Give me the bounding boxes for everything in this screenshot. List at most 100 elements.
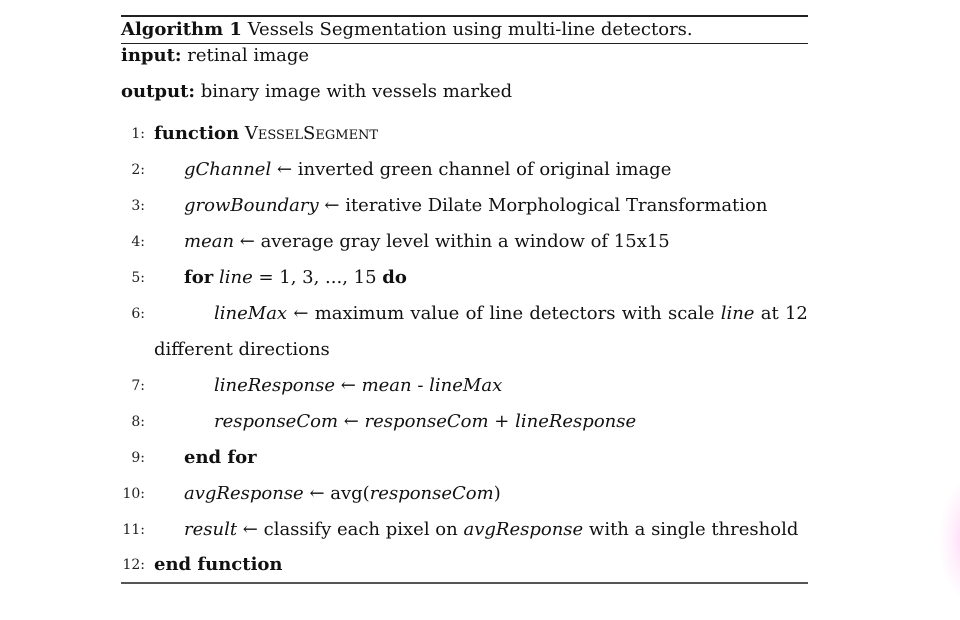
variable: mean <box>184 231 235 252</box>
algo-line-2: 2: gChannel ← inverted green channel of … <box>121 152 808 188</box>
function-name: VesselSegment <box>244 123 379 144</box>
variable: line <box>218 267 253 288</box>
statement-text: with a single threshold <box>583 519 799 540</box>
output-keyword: output: <box>121 81 196 102</box>
continuation-text: different directions <box>154 339 330 360</box>
line-content: function VesselSegment <box>154 116 378 152</box>
word: maximum <box>314 303 405 324</box>
for-keyword: for <box>184 267 214 288</box>
variable: lineMax <box>429 375 503 396</box>
line-content: lineMax ← maximum value of line detector… <box>214 296 808 332</box>
input-keyword: input: <box>121 45 182 66</box>
statement-text: classify each pixel on <box>263 519 464 540</box>
line-content: responseCom ← responseCom + lineResponse <box>214 404 636 440</box>
output-line: output: binary image with vessels marked <box>121 80 808 116</box>
algo-line-5: 5: for line = 1, 3, ..., 15 do <box>121 260 808 296</box>
end-function-keyword: end function <box>154 554 283 575</box>
algo-line-1: 1: function VesselSegment <box>121 116 808 152</box>
variable: growBoundary <box>184 195 319 216</box>
line-number: 3: <box>131 198 145 214</box>
line-number: 6: <box>131 306 145 322</box>
variable: line <box>720 303 755 324</box>
variable: responseCom <box>214 411 339 432</box>
line-number: 4: <box>131 234 145 250</box>
assign-arrow: ← <box>237 519 264 540</box>
line-content: mean ← average gray level within a windo… <box>184 224 670 260</box>
line-number: 1: <box>131 126 145 142</box>
word: 12 <box>784 303 808 324</box>
variable: mean <box>361 375 412 396</box>
statement-text: inverted green channel of original image <box>297 159 672 180</box>
assign-arrow: ← <box>271 159 298 180</box>
algo-line-11: 11: result ← classify each pixel on avgR… <box>121 512 808 548</box>
line-number: 11: <box>122 522 145 538</box>
variable: responseCom <box>369 483 494 504</box>
line-content: lineResponse ← mean - lineMax <box>214 368 502 404</box>
line-number: 5: <box>131 270 145 286</box>
do-keyword: do <box>382 267 407 288</box>
line-content: for line = 1, 3, ..., 15 do <box>184 260 407 296</box>
line-content: gChannel ← inverted green channel of ori… <box>184 152 671 188</box>
assign-arrow: ← <box>234 231 261 252</box>
variable: lineMax <box>214 303 288 324</box>
algorithm-title: Vessels Segmentation using multi-line de… <box>247 19 693 40</box>
algo-line-9: 9: end for <box>121 440 808 476</box>
algo-line-3: 3: growBoundary ← iterative Dilate Morph… <box>121 188 808 224</box>
algorithm-block: Algorithm 1 Vessels Segmentation using m… <box>121 15 808 584</box>
algo-line-10: 10: avgResponse ← avg(responseCom) <box>121 476 808 512</box>
word: with <box>621 303 662 324</box>
word: scale <box>667 303 715 324</box>
variable: gChannel <box>184 159 272 180</box>
line-content: avgResponse ← avg(responseCom) <box>184 476 501 512</box>
algorithm-caption: Algorithm 1 Vessels Segmentation using m… <box>121 17 808 43</box>
operator: - <box>411 375 430 396</box>
word: line <box>489 303 524 324</box>
algo-line-7: 7: lineResponse ← mean - lineMax <box>121 368 808 404</box>
line-content: result ← classify each pixel on avgRespo… <box>184 512 798 548</box>
line-number: 9: <box>131 450 145 466</box>
variable: lineResponse <box>515 411 637 432</box>
assign-arrow: ← <box>338 411 365 432</box>
statement-text: iterative Dilate Morphological Transform… <box>345 195 768 216</box>
bottom-rule <box>121 582 808 584</box>
assign-arrow: ← <box>335 375 362 396</box>
variable: avgResponse <box>184 483 304 504</box>
edge-glow <box>940 480 960 600</box>
assign-arrow: ← <box>318 195 346 216</box>
line-number: 12: <box>122 557 145 573</box>
word: detectors <box>529 303 616 324</box>
justified-words: lineMax ← maximum value of line detector… <box>214 296 808 332</box>
variable: responseCom <box>364 411 489 432</box>
end-for-keyword: end for <box>184 447 257 468</box>
input-text: retinal image <box>187 45 310 66</box>
word: at <box>760 303 779 324</box>
algo-line-6: 6: lineMax ← maximum value of line detec… <box>121 296 808 332</box>
line-number: 2: <box>131 162 145 178</box>
line-number: 10: <box>122 486 145 502</box>
word: of <box>465 303 484 324</box>
line-number: 8: <box>131 414 145 430</box>
input-line: input: retinal image <box>121 44 808 80</box>
variable: result <box>184 519 238 540</box>
function-call: avg( <box>330 483 370 504</box>
range-text: = 1, 3, ..., 15 <box>252 267 383 288</box>
algorithm-label: Algorithm 1 <box>121 19 242 40</box>
line-content: growBoundary ← iterative Dilate Morpholo… <box>184 188 767 224</box>
algo-line-12: 12: end function <box>121 548 808 582</box>
line-number: 7: <box>131 378 145 394</box>
variable: lineResponse <box>214 375 336 396</box>
assign-arrow: ← <box>303 483 331 504</box>
caption-rule <box>121 43 808 44</box>
operator: + <box>488 411 516 432</box>
algo-line-8: 8: responseCom ← responseCom + lineRespo… <box>121 404 808 440</box>
algo-line-4: 4: mean ← average gray level within a wi… <box>121 224 808 260</box>
assign-arrow: ← <box>293 303 309 324</box>
statement-text: average gray level within a window of 15… <box>260 231 670 252</box>
word: value <box>410 303 460 324</box>
algo-line-6-continuation: different directions <box>121 332 808 368</box>
close-paren: ) <box>493 483 501 504</box>
function-keyword: function <box>154 123 240 144</box>
top-rule <box>121 15 808 17</box>
variable: avgResponse <box>463 519 584 540</box>
output-text: binary image with vessels marked <box>200 81 513 102</box>
